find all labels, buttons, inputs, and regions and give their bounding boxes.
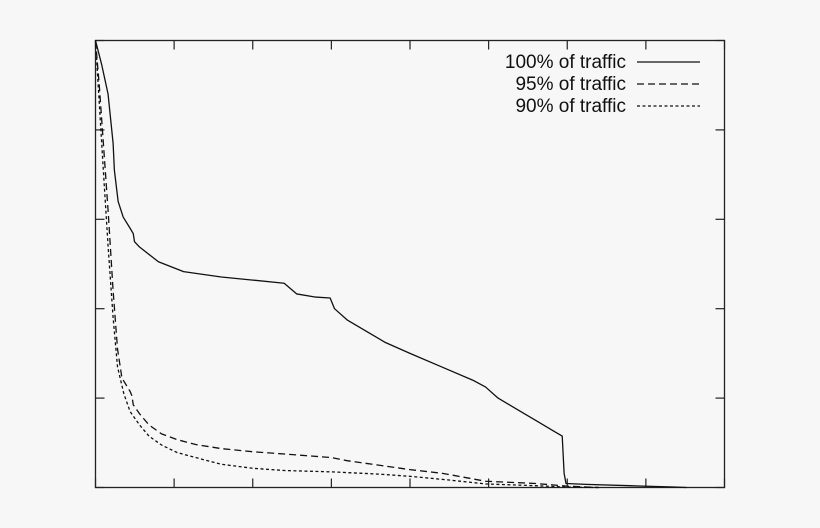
legend-label-2: 95% of traffic (515, 74, 626, 95)
plot-frame (94, 39, 726, 489)
axis-ticks (94, 39, 726, 489)
legend-label-1: 100% of traffic (505, 52, 626, 73)
series-line-1 (94, 40, 687, 489)
series-lines (94, 40, 687, 489)
series-line-2 (94, 40, 599, 489)
series-line-3 (94, 40, 599, 489)
legend-label-3: 90% of traffic (515, 96, 626, 117)
